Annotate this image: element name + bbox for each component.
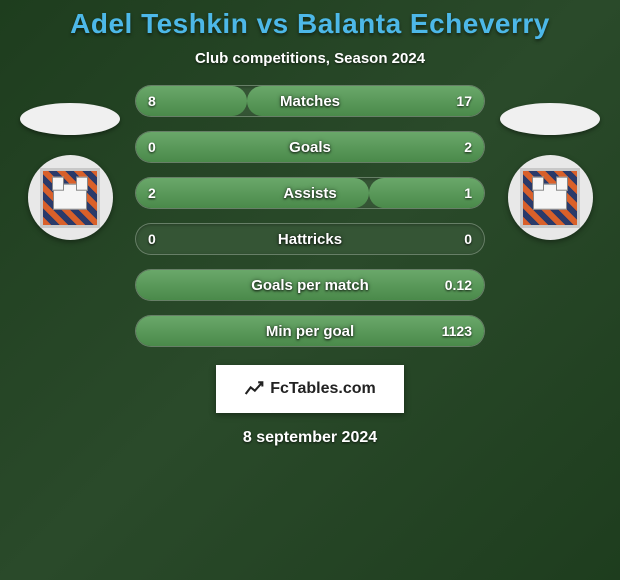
player-right-country-flag-icon bbox=[500, 103, 600, 135]
stat-value-right: 2 bbox=[442, 139, 472, 155]
infographic-root: Adel Teshkin vs Balanta Echeverry Club c… bbox=[0, 0, 620, 580]
player-right-column bbox=[495, 85, 605, 240]
stat-label: Goals bbox=[136, 139, 484, 156]
stat-row: 0Hattricks0 bbox=[135, 223, 485, 255]
fctables-logo-icon bbox=[244, 379, 264, 399]
stats-panel: 8Matches170Goals22Assists10Hattricks0Goa… bbox=[135, 85, 485, 347]
player-left-column bbox=[15, 85, 125, 240]
stat-value-right: 1 bbox=[442, 185, 472, 201]
stat-row: 2Assists1 bbox=[135, 177, 485, 209]
stat-row: 0Goals2 bbox=[135, 131, 485, 163]
stat-value-right: 0 bbox=[442, 231, 472, 247]
subtitle: Club competitions, Season 2024 bbox=[195, 50, 425, 67]
stat-label: Assists bbox=[136, 185, 484, 202]
player-left-club-badge-icon bbox=[28, 155, 113, 240]
date-text: 8 september 2024 bbox=[243, 429, 377, 447]
stat-label: Hattricks bbox=[136, 231, 484, 248]
stat-value-right: 17 bbox=[442, 93, 472, 109]
stat-row: 8Matches17 bbox=[135, 85, 485, 117]
player-left-country-flag-icon bbox=[20, 103, 120, 135]
stat-value-right: 0.12 bbox=[442, 277, 472, 293]
stat-label: Min per goal bbox=[136, 323, 484, 340]
stat-row: Goals per match0.12 bbox=[135, 269, 485, 301]
main-area: 8Matches170Goals22Assists10Hattricks0Goa… bbox=[0, 85, 620, 347]
stat-row: Min per goal1123 bbox=[135, 315, 485, 347]
stat-value-right: 1123 bbox=[442, 323, 472, 339]
page-title: Adel Teshkin vs Balanta Echeverry bbox=[70, 8, 550, 40]
stat-label: Matches bbox=[136, 93, 484, 110]
player-right-club-badge-icon bbox=[508, 155, 593, 240]
footer-brand-text: FcTables.com bbox=[270, 380, 376, 398]
stat-label: Goals per match bbox=[136, 277, 484, 294]
footer-brand-badge: FcTables.com bbox=[216, 365, 404, 413]
